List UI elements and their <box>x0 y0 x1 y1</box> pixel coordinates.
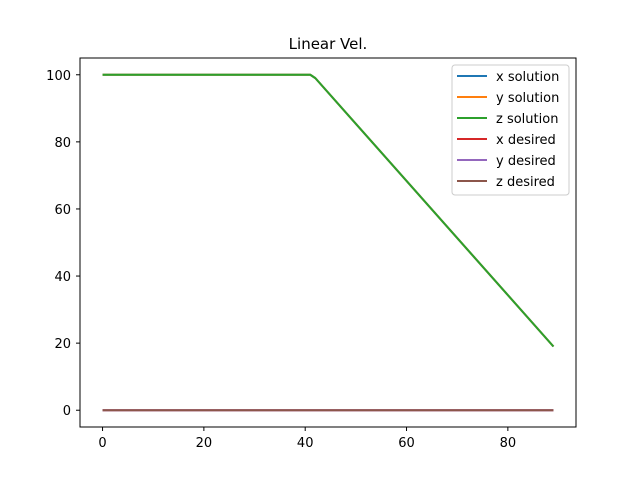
series-line-z-solution <box>102 73 555 348</box>
y-tick-label: 0 <box>63 404 71 419</box>
y-tick-label: 40 <box>54 270 71 285</box>
legend-label: z desired <box>496 175 555 190</box>
legend-label: x desired <box>496 133 556 148</box>
legend-item-y-solution: y solution <box>457 91 559 106</box>
legend-entries: x solution y solution z solution x desired y… <box>457 70 559 190</box>
legend-label: y solution <box>496 91 559 106</box>
legend-item-x-solution: x solution <box>457 70 559 85</box>
axes-frame <box>79 57 577 428</box>
legend-label: x solution <box>496 70 559 85</box>
y-tick-label: 20 <box>54 337 71 352</box>
x-tick-label: 60 <box>398 436 415 451</box>
legend-label: z solution <box>496 112 558 127</box>
y-tick-label: 60 <box>54 203 71 218</box>
legend: x solution y solution z solution x desired y… <box>451 64 570 196</box>
x-axis-ticks: 0 20 40 60 80 <box>98 427 516 451</box>
y-axis-ticks: 0 20 40 60 80 100 <box>46 69 80 419</box>
legend-item-x-desired: x desired <box>457 133 556 148</box>
x-tick-label: 40 <box>297 436 314 451</box>
legend-item-z-solution: z solution <box>457 112 558 127</box>
chart-title: Linear Vel. <box>289 35 368 53</box>
y-tick-label: 80 <box>54 136 71 151</box>
plot-lines <box>102 73 555 412</box>
x-tick-label: 0 <box>98 436 106 451</box>
legend-item-y-desired: y desired <box>457 154 556 169</box>
legend-label: y desired <box>496 154 556 169</box>
y-tick-label: 100 <box>46 69 71 84</box>
legend-item-z-desired: z desired <box>457 175 555 190</box>
x-tick-label: 80 <box>500 436 517 451</box>
x-tick-label: 20 <box>196 436 213 451</box>
